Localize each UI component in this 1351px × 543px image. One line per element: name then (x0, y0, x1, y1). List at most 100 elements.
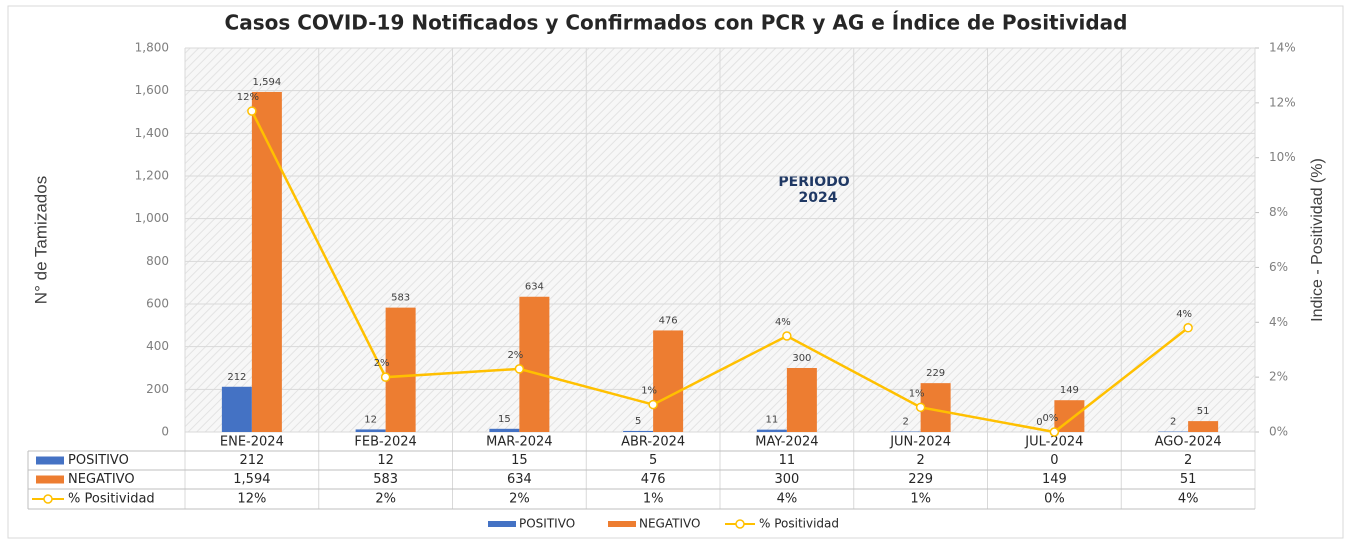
bar (653, 330, 684, 432)
legend-key (43, 494, 53, 504)
table-cell: 2% (375, 492, 396, 507)
line (250, 110, 1189, 434)
table-cell: 15 (511, 453, 528, 468)
table-cell: 300 (774, 472, 799, 487)
table-cell: 12 (377, 453, 394, 468)
y2-tick-label: 4% (1269, 315, 1288, 329)
y-tick-label: 1,400 (135, 126, 169, 140)
data-label: 1,594 (253, 77, 282, 88)
marker (1049, 427, 1060, 437)
x-tick-label: MAR-2024 (486, 435, 552, 450)
data-label: 0 (1036, 417, 1042, 428)
y-tick-label: 1,000 (135, 211, 169, 225)
marker (380, 372, 391, 382)
table-cell: 5 (649, 453, 657, 468)
data-label: 0% (1042, 413, 1058, 424)
data-label: 51 (1197, 406, 1210, 417)
annotation: PERIODO (778, 174, 849, 190)
y-tick-label: 1,200 (135, 169, 169, 183)
marker (915, 402, 926, 413)
legend-key (608, 521, 636, 527)
table-cell: 476 (641, 472, 666, 487)
data-label: 2% (374, 358, 390, 369)
table-cell: 1% (643, 492, 664, 507)
legend-label: % Positividad (759, 517, 839, 531)
bar (1188, 421, 1219, 432)
data-label: 5 (635, 416, 641, 427)
y2-tick-label: 2% (1269, 370, 1288, 384)
bar (385, 307, 416, 432)
y2-axis-title: Indice - Positividad (%) (1309, 158, 1326, 322)
data-label: 476 (659, 315, 678, 326)
data-label: 11 (766, 415, 779, 426)
data-label: 583 (391, 293, 410, 304)
y-tick-label: 800 (146, 254, 169, 268)
data-label: 149 (1060, 385, 1079, 396)
table-cell: 634 (507, 472, 532, 487)
x-tick-label: FEB-2024 (354, 435, 416, 450)
y2-tick-label: 0% (1269, 425, 1288, 439)
y-tick-label: 400 (146, 339, 169, 353)
table-cell: 229 (908, 472, 933, 487)
bar (519, 296, 550, 432)
y-tick-label: 0 (161, 425, 169, 439)
y-tick-label: 200 (146, 382, 169, 396)
table-cell: 11 (779, 453, 796, 468)
x-tick-label: ABR-2024 (621, 435, 685, 450)
table-cell: 51 (1180, 472, 1197, 487)
marker (782, 331, 792, 341)
annotation: 2024 (799, 190, 838, 206)
y2-tick-label: 8% (1269, 205, 1288, 219)
table-cell: 1,594 (233, 472, 270, 487)
row-header: % Positividad (68, 492, 155, 507)
table-cell: 149 (1042, 472, 1067, 487)
table-cell: 1% (910, 492, 931, 507)
marker (247, 106, 257, 116)
y-axis-title: N° de Tamizados (31, 176, 50, 304)
x-tick-label: AGO-2024 (1155, 435, 1222, 450)
x-tick-label: JUL-2024 (1024, 435, 1083, 450)
data-label: 634 (525, 282, 544, 293)
bar (756, 429, 787, 432)
table-cell: 583 (373, 472, 398, 487)
row-header: POSITIVO (68, 453, 129, 468)
row-header: NEGATIVO (68, 472, 135, 487)
x-tick-label: MAY-2024 (755, 435, 818, 450)
legend-key (488, 521, 516, 527)
y-tick-label: 1,800 (135, 41, 169, 55)
marker (1183, 323, 1193, 333)
y2-tick-label: 12% (1269, 95, 1296, 109)
legend-label: NEGATIVO (639, 517, 700, 531)
table-cell: 0% (1044, 492, 1065, 507)
data-label: 1% (909, 388, 925, 399)
data-label: 2 (1170, 417, 1176, 428)
y2-tick-label: 6% (1269, 260, 1288, 274)
bar (251, 91, 282, 433)
table-cell: 2% (509, 492, 530, 507)
table-cell: 12% (237, 492, 266, 507)
data-label: 1% (641, 386, 657, 397)
table-cell: 212 (239, 453, 264, 468)
bar (786, 368, 817, 432)
marker (514, 364, 525, 374)
legend-label: POSITIVO (519, 517, 575, 531)
bar (355, 429, 386, 432)
table-cell: 4% (777, 492, 798, 507)
y2-tick-label: 14% (1269, 41, 1296, 55)
data-label: 229 (926, 368, 945, 379)
y-tick-label: 1,600 (135, 83, 169, 97)
bar (221, 386, 252, 432)
data-label: 12% (237, 92, 259, 103)
data-label: 12 (364, 414, 377, 425)
data-label: 2% (507, 350, 523, 361)
table-cell: 2 (916, 453, 924, 468)
y2-tick-label: 10% (1269, 150, 1296, 164)
chart-title: Casos COVID-19 Notificados y Confirmados… (225, 11, 1128, 35)
legend-key (36, 456, 64, 465)
bar (489, 428, 520, 432)
data-label: 15 (498, 414, 511, 425)
x-tick-label: JUN-2024 (889, 435, 951, 450)
x-tick-label: ENE-2024 (220, 435, 284, 450)
table-cell: 4% (1178, 492, 1199, 507)
